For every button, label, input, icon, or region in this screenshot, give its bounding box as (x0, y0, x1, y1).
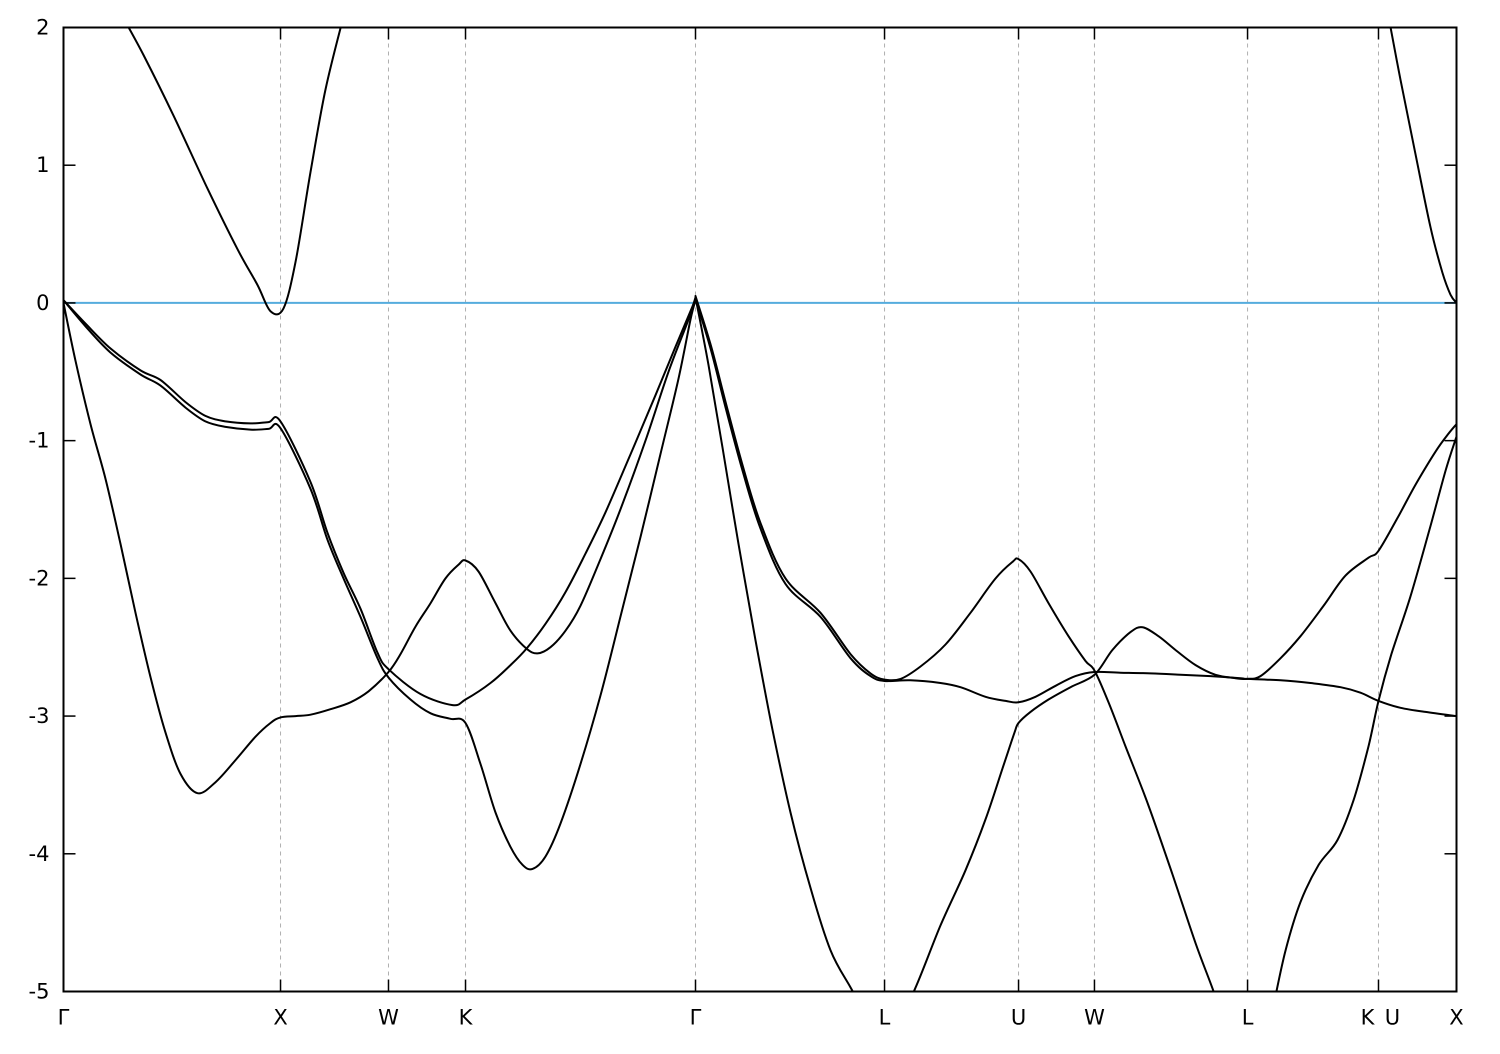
x-axis-tick-label: X (1449, 1006, 1463, 1030)
x-axis-tick-label: W (1084, 1006, 1105, 1030)
x-axis-tick-label: X (273, 1006, 287, 1030)
band-curve (127, 27, 342, 316)
plot-border (62, 26, 1458, 993)
band-curve (694, 296, 1457, 992)
band-curve (1275, 435, 1457, 992)
y-axis-tick-label: -2 (29, 566, 50, 590)
y-axis-tick-label: -4 (29, 842, 50, 866)
x-axis-tick-label: U (1385, 1006, 1400, 1030)
x-axis-tick-label: U (1011, 1006, 1026, 1030)
y-axis-tick-label: -3 (29, 704, 50, 728)
y-axis-tick-label: -1 (29, 429, 50, 453)
band-curve (63, 297, 697, 707)
y-axis-tick-label: 0 (36, 291, 49, 315)
y-axis-tick-label: -5 (29, 980, 50, 1004)
y-axis-tick-label: 2 (36, 16, 49, 40)
band-curve (694, 295, 1215, 992)
x-axis-tick-label: L (1242, 1006, 1254, 1030)
x-axis-tick-label: Γ (58, 1006, 70, 1030)
band-curve (63, 296, 697, 795)
x-axis-tick-label: Γ (690, 1006, 702, 1030)
y-axis-tick-label: 1 (36, 153, 49, 177)
band-curves-group (63, 27, 1457, 992)
x-axis-tick-label: W (378, 1006, 399, 1030)
x-axis-tick-label: K (459, 1006, 474, 1030)
band-curve (63, 299, 697, 871)
band-curve (1389, 27, 1457, 304)
x-axis-tick-label: K (1361, 1006, 1376, 1030)
x-axis-tick-label: L (879, 1006, 891, 1030)
band-curve (694, 297, 1457, 718)
